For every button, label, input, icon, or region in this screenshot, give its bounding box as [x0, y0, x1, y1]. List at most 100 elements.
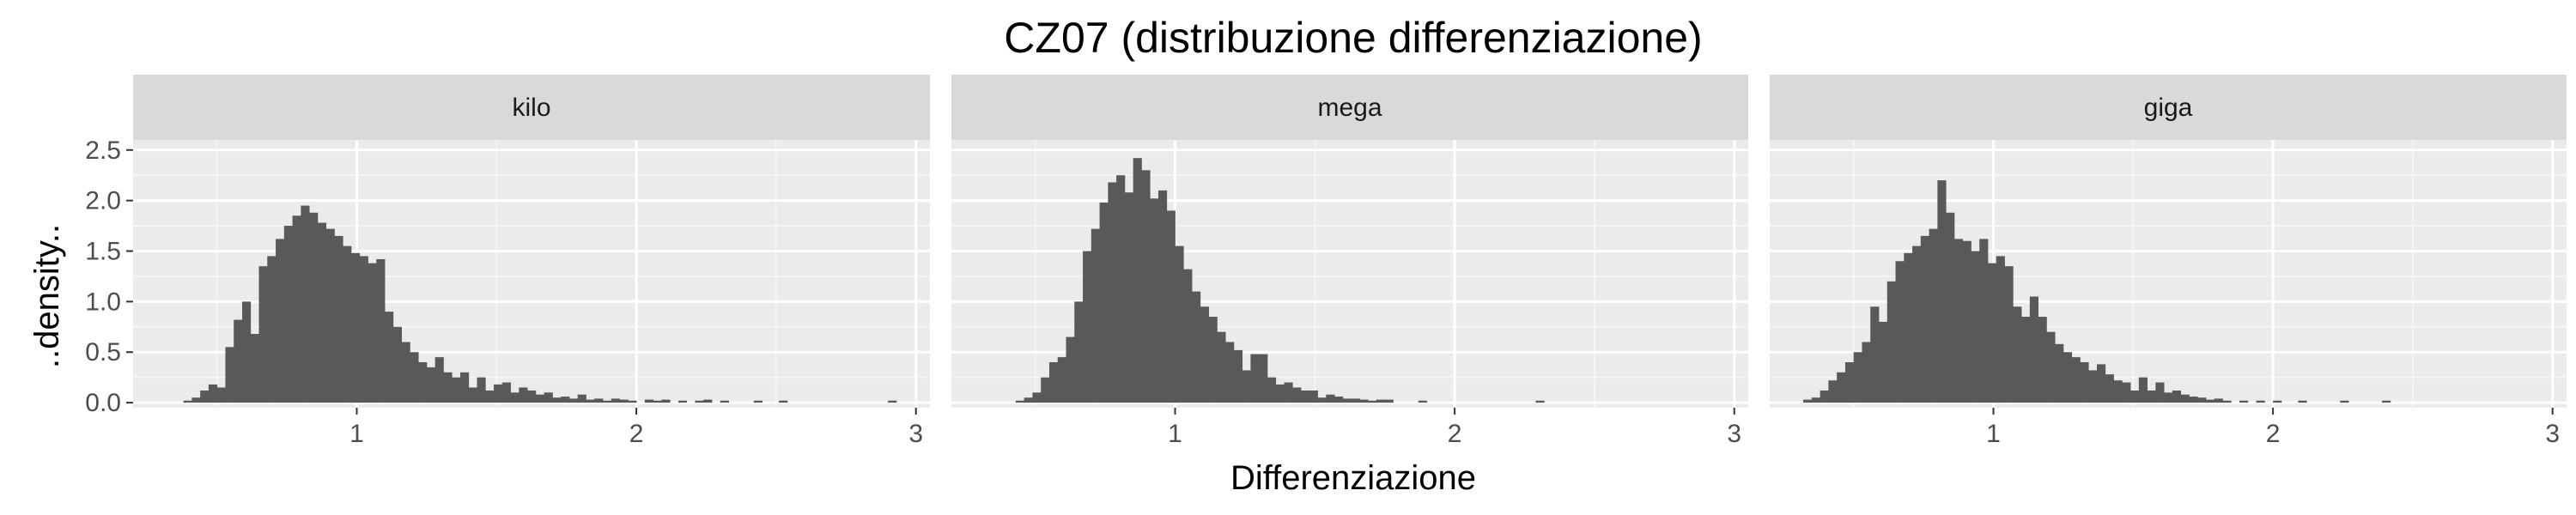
histogram-bar — [1535, 400, 1545, 403]
histogram-bar — [1124, 192, 1134, 403]
histogram-bar — [619, 399, 629, 403]
histogram-bar — [385, 312, 394, 403]
histogram-bar — [2063, 352, 2073, 403]
histogram-bar — [376, 258, 386, 403]
histogram-bar — [1376, 399, 1386, 403]
histogram-bar — [1242, 370, 1251, 403]
histogram-bar — [1200, 306, 1209, 403]
histogram-bar — [1418, 400, 1427, 403]
histogram-bar — [1141, 170, 1151, 403]
histogram-bar — [2013, 306, 2022, 403]
histogram-bar — [552, 397, 562, 403]
histogram-bar — [594, 398, 604, 403]
facet-strip-label: mega — [1317, 94, 1382, 122]
y-tick-label: 0.0 — [85, 389, 121, 417]
histogram-bar — [1853, 352, 1862, 403]
histogram-bar — [628, 400, 637, 403]
histogram-bar — [1183, 269, 1193, 403]
histogram-bar — [468, 387, 477, 403]
histogram-bar — [1157, 190, 1168, 403]
histogram-bar — [1895, 261, 1905, 403]
histogram-bar — [1351, 398, 1360, 403]
facet-panel-giga: giga 1 2 3 — [1770, 75, 2567, 448]
histogram-bar — [359, 256, 368, 403]
histogram-bar — [603, 400, 612, 403]
y-tick-label: 2.5 — [85, 136, 121, 165]
histogram-bar — [644, 399, 654, 403]
histogram-bar — [426, 367, 436, 403]
histogram-bar — [2096, 364, 2106, 403]
histogram-bar — [2122, 382, 2131, 403]
histogram-bar — [1275, 384, 1285, 403]
x-tick-label: 2 — [1448, 420, 1462, 448]
histogram-bar — [1150, 198, 1159, 403]
histogram-bar — [1041, 377, 1050, 403]
histogram-bar — [753, 400, 763, 403]
histogram-bar — [1250, 354, 1260, 403]
histogram-bar — [1996, 256, 2005, 403]
y-axis-title: ..density.. — [28, 224, 66, 368]
histogram-bar — [2164, 392, 2173, 403]
histogram-bar — [568, 398, 579, 403]
histogram-bar — [301, 205, 310, 403]
histogram-bar — [535, 394, 545, 403]
histogram-bar — [1083, 251, 1092, 403]
histogram-bar — [1024, 397, 1033, 403]
histogram-bar — [1048, 362, 1059, 403]
histogram-bar — [459, 372, 470, 403]
histogram-bar — [1259, 354, 1268, 403]
histogram-bar — [368, 263, 377, 403]
histogram-bars — [183, 205, 897, 403]
x-tick-label: 2 — [2266, 420, 2281, 448]
histogram-bar — [452, 377, 461, 403]
histogram-bar — [1971, 251, 1980, 403]
histogram-bar — [258, 266, 268, 403]
histogram-bar — [519, 387, 528, 403]
histogram-bar — [2088, 370, 2098, 403]
histogram-bar — [325, 228, 335, 403]
histogram-bar — [283, 226, 293, 403]
histogram-bar — [2197, 397, 2207, 403]
histogram-bar — [208, 384, 218, 403]
histogram-bar — [1368, 400, 1377, 403]
histogram-bar — [477, 377, 486, 403]
facet-panel-mega: mega 1 2 3 — [951, 75, 1748, 448]
histogram-bar — [1233, 349, 1243, 403]
histogram-bar — [703, 399, 713, 403]
histogram-bar — [1837, 372, 1846, 403]
histogram-bar — [1920, 235, 1929, 403]
histogram-bar — [392, 326, 402, 403]
histogram-bar — [1326, 394, 1335, 403]
histogram-bar — [2180, 394, 2190, 403]
y-tick-label: 2.0 — [85, 187, 121, 215]
histogram-bar — [2239, 400, 2249, 403]
histogram-bar — [2189, 397, 2198, 403]
histogram-bar — [401, 342, 410, 403]
histogram-bar — [510, 392, 519, 403]
histogram-bar — [1099, 202, 1109, 403]
histogram-bar — [1032, 392, 1042, 403]
histogram-bar — [225, 347, 234, 403]
histogram-bar — [1066, 336, 1075, 403]
histogram-bar — [443, 372, 453, 403]
histogram-bar — [1217, 331, 1226, 403]
x-tick-label: 3 — [908, 420, 923, 448]
histogram-bar — [1828, 380, 1838, 403]
histogram-bar — [1317, 397, 1327, 403]
histogram-bar — [1803, 399, 1813, 403]
x-axis-title: Differenziazione — [1230, 459, 1476, 497]
histogram-bar — [1904, 252, 1913, 403]
histogram-bar — [1301, 390, 1310, 403]
histogram-bar — [720, 400, 729, 403]
histogram-bar — [2105, 374, 2114, 403]
histogram-bar — [677, 400, 688, 403]
histogram-bar — [1091, 228, 1100, 403]
histogram-bar — [1870, 306, 1880, 403]
histogram-bar — [2382, 400, 2391, 403]
y-tick-label: 0.5 — [85, 338, 121, 367]
histogram-bar — [611, 398, 620, 403]
histogram-bar — [494, 384, 503, 403]
histogram-bar — [2021, 317, 2031, 403]
histogram-bar — [410, 352, 419, 403]
